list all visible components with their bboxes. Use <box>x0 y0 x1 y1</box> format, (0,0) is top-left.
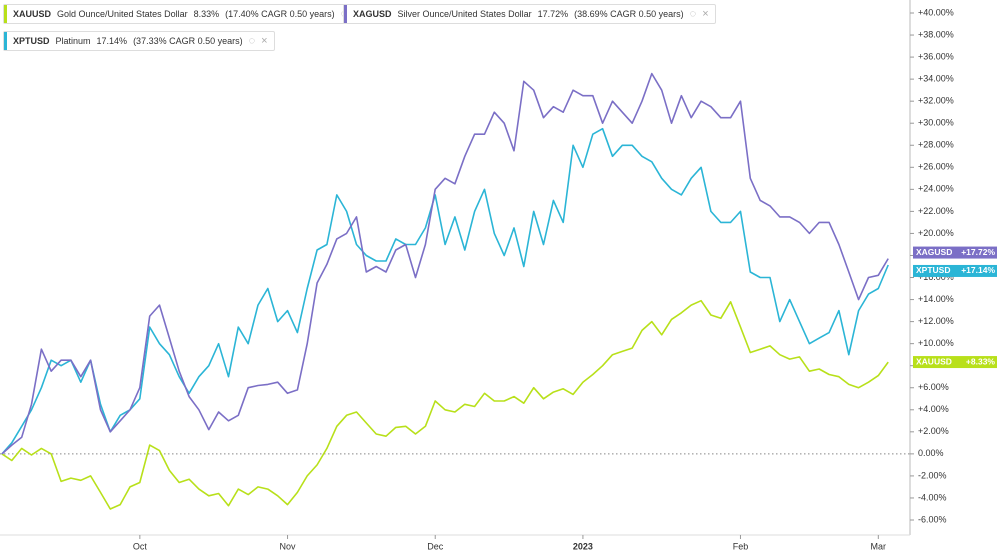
end-label-value: +17.72% <box>961 247 995 257</box>
y-tick-label: +32.00% <box>918 96 954 106</box>
legend-description: Platinum <box>55 36 91 46</box>
legend-close[interactable]: × <box>702 8 709 20</box>
end-label-box <box>913 264 997 277</box>
legend-change: 17.72% <box>537 9 569 19</box>
y-tick-label: +22.00% <box>918 206 954 216</box>
legend-icon: ◌ <box>248 35 256 47</box>
legend-swatch <box>4 5 7 23</box>
legend-name: XAUUSD <box>13 9 52 19</box>
y-tick-label: +26.00% <box>918 162 954 172</box>
x-tick-label: Mar <box>871 541 887 551</box>
legend-item[interactable]: XPTUSD Platinum 17.14% (37.33% CAGR 0.50 ye… <box>3 31 275 51</box>
y-tick-label: +6.00% <box>918 382 949 392</box>
y-tick-label: +34.00% <box>918 74 954 84</box>
x-tick-label: 2023 <box>573 541 593 551</box>
legend-swatch <box>4 32 7 50</box>
legend-close[interactable]: × <box>261 35 268 47</box>
y-tick-label: +10.00% <box>918 338 954 348</box>
y-tick-label: +14.00% <box>918 294 954 304</box>
series-line <box>1 299 889 510</box>
legend-swatch <box>344 5 347 23</box>
y-tick-label: +4.00% <box>918 404 949 414</box>
series-line <box>1 127 889 455</box>
end-label-value: +8.33% <box>966 356 996 366</box>
x-tick-label: Oct <box>133 541 148 551</box>
legend-cagr: (17.40% CAGR 0.50 years) <box>225 9 335 19</box>
y-tick-label: +20.00% <box>918 228 954 238</box>
legend-item[interactable]: XAGUSD Silver Ounce/United States Dollar 1… <box>343 4 716 24</box>
end-label: XAGUSD +17.72% <box>913 246 997 259</box>
end-label-value: +17.14% <box>961 265 995 275</box>
end-label-box <box>913 246 997 259</box>
legend-cagr: (37.33% CAGR 0.50 years) <box>133 36 243 46</box>
y-tick-label: +36.00% <box>918 51 954 61</box>
legend-name: XAGUSD <box>353 9 392 19</box>
end-label-box <box>913 356 997 369</box>
y-tick-label: +2.00% <box>918 426 949 436</box>
legend-cagr: (38.69% CAGR 0.50 years) <box>574 9 684 19</box>
series-line <box>1 72 889 455</box>
end-label-name: XAUUSD <box>916 356 952 366</box>
legend-change: 8.33% <box>193 9 220 19</box>
legend-name: XPTUSD <box>13 36 50 46</box>
y-tick-label: -2.00% <box>918 470 947 480</box>
legend-item[interactable]: XAUUSD Gold Ounce/United States Dollar 8.3… <box>3 4 367 24</box>
end-label-name: XAGUSD <box>916 247 952 257</box>
legend-icon: ◌ <box>689 8 697 20</box>
y-tick-label: +12.00% <box>918 316 954 326</box>
x-tick-label: Nov <box>280 541 297 551</box>
end-label: XPTUSD +17.14% <box>913 264 997 277</box>
y-tick-label: +28.00% <box>918 140 954 150</box>
x-tick-label: Dec <box>427 541 444 551</box>
y-tick-label: +40.00% <box>918 7 954 17</box>
y-tick-label: -6.00% <box>918 514 947 524</box>
legend-description: Silver Ounce/United States Dollar <box>397 9 532 19</box>
legend-description: Gold Ounce/United States Dollar <box>57 9 188 19</box>
y-tick-label: -4.00% <box>918 492 947 502</box>
legend-change: 17.14% <box>96 36 128 46</box>
end-label: XAUUSD +8.33% <box>913 356 997 369</box>
end-label-name: XPTUSD <box>916 265 950 275</box>
x-tick-label: Feb <box>733 541 749 551</box>
y-tick-label: 0.00% <box>918 448 944 458</box>
y-tick-label: +24.00% <box>918 184 954 194</box>
y-tick-label: +38.00% <box>918 29 954 39</box>
y-tick-label: +30.00% <box>918 118 954 128</box>
